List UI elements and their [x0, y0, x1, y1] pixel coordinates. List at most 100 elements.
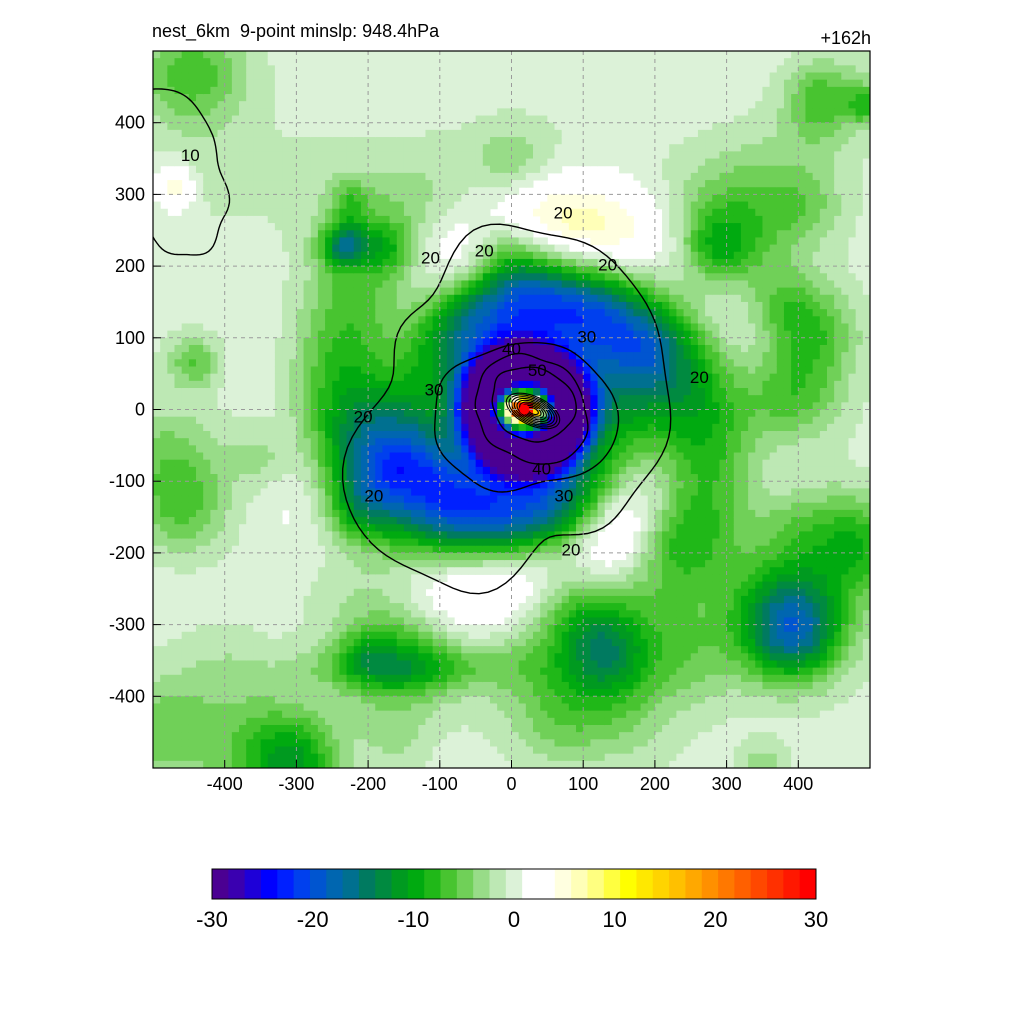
- field-cell: [167, 137, 176, 145]
- field-cell: [339, 366, 348, 375]
- field-cell: [239, 301, 247, 310]
- field-cell: [153, 474, 161, 482]
- field-cell: [403, 122, 412, 131]
- field-cell: [181, 251, 190, 260]
- field-cell: [203, 309, 211, 317]
- field-cell: [217, 409, 226, 418]
- field-cell: [482, 624, 491, 633]
- field-cell: [368, 137, 376, 145]
- field-cell: [389, 129, 398, 138]
- field-cell: [224, 287, 233, 296]
- field-cell: [296, 646, 305, 654]
- field-cell: [274, 674, 283, 683]
- field-cell: [325, 681, 333, 690]
- field-cell: [489, 151, 498, 160]
- field-cell: [217, 273, 226, 281]
- field-cell: [403, 488, 412, 497]
- field-cell: [317, 474, 326, 482]
- field-cell: [167, 316, 176, 324]
- field-cell: [389, 94, 398, 102]
- field-cell: [210, 144, 219, 152]
- field-cell: [239, 359, 247, 367]
- field-cell: [339, 416, 348, 425]
- field-cell: [260, 330, 269, 339]
- field-cell: [353, 481, 362, 489]
- field-cell: [454, 646, 462, 654]
- field-cell: [482, 273, 491, 281]
- field-cell: [432, 502, 441, 511]
- field-cell: [489, 187, 498, 195]
- field-cell: [461, 266, 469, 274]
- field-cell: [375, 165, 383, 174]
- field-cell: [231, 545, 240, 554]
- field-cell: [482, 703, 491, 712]
- field-cell: [360, 165, 369, 174]
- field-cell: [425, 509, 434, 518]
- field-cell: [282, 79, 290, 88]
- field-cell: [446, 717, 455, 726]
- field-cell: [368, 416, 376, 425]
- field-cell: [475, 129, 484, 138]
- field-cell: [181, 653, 190, 661]
- field-cell: [239, 488, 247, 497]
- field-cell: [317, 266, 326, 274]
- field-cell: [224, 409, 233, 418]
- field-cell: [346, 337, 355, 346]
- field-cell: [274, 344, 283, 353]
- field-cell: [325, 366, 333, 375]
- field-cell: [231, 581, 240, 590]
- field-cell: [224, 165, 233, 174]
- field-cell: [253, 459, 262, 468]
- field-cell: [346, 309, 355, 317]
- field-cell: [418, 151, 426, 160]
- field-cell: [253, 703, 262, 712]
- field-cell: [210, 58, 219, 66]
- field-cell: [468, 309, 477, 317]
- field-cell: [246, 660, 254, 669]
- field-cell: [325, 337, 333, 346]
- field-cell: [217, 610, 226, 618]
- field-cell: [375, 251, 383, 260]
- field-cell: [181, 309, 190, 317]
- field-cell: [425, 366, 434, 375]
- field-cell: [267, 108, 276, 117]
- field-cell: [188, 287, 197, 296]
- field-cell: [425, 273, 434, 281]
- field-cell: [396, 574, 405, 583]
- field-cell: [188, 595, 197, 604]
- plot-title: nest_6km 9-point minslp: 948.4hPa: [152, 21, 440, 41]
- field-cell: [267, 266, 276, 274]
- field-cell: [267, 230, 276, 238]
- field-cell: [260, 402, 269, 410]
- field-cell: [274, 502, 283, 511]
- field-cell: [511, 72, 520, 81]
- field-cell: [210, 624, 219, 633]
- field-cell: [153, 266, 161, 274]
- field-cell: [310, 230, 319, 238]
- field-cell: [418, 387, 426, 396]
- field-cell: [389, 574, 398, 583]
- field-cell: [468, 51, 477, 59]
- field-cell: [353, 251, 362, 260]
- field-cell: [282, 495, 290, 504]
- field-cell: [231, 746, 240, 755]
- field-cell: [203, 603, 211, 611]
- field-cell: [332, 653, 340, 661]
- field-cell: [475, 101, 484, 109]
- field-cell: [382, 517, 391, 525]
- field-cell: [296, 251, 305, 260]
- field-cell: [303, 517, 312, 525]
- field-cell: [310, 538, 319, 547]
- field-cell: [504, 65, 512, 74]
- field-cell: [411, 402, 419, 410]
- field-cell: [411, 538, 419, 547]
- field-cell: [239, 344, 247, 353]
- field-cell: [289, 165, 297, 174]
- field-cell: [339, 438, 348, 446]
- field-cell: [303, 373, 312, 382]
- field-cell: [504, 395, 512, 403]
- field-cell: [274, 703, 283, 712]
- field-cell: [167, 560, 176, 568]
- field-cell: [489, 452, 498, 461]
- field-cell: [475, 739, 484, 747]
